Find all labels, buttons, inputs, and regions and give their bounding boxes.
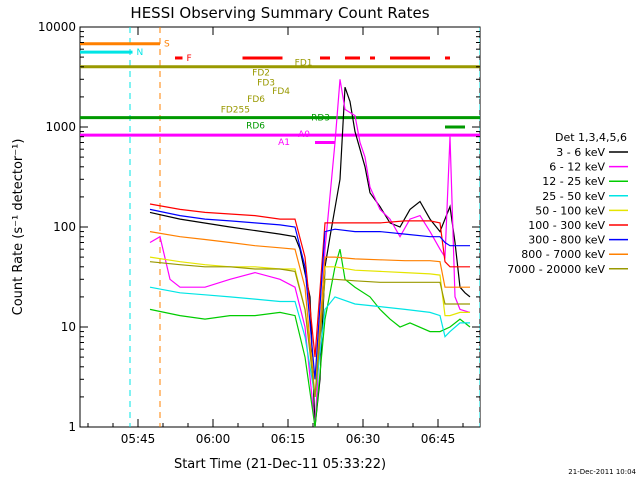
series-line [149, 249, 471, 427]
axes-layer: 05:45 06:00 06:15 06:30 06:45 1 10 100 1000 10000 [38, 20, 480, 446]
x-tick-label: 06:45 [421, 432, 456, 446]
series-line [149, 261, 470, 397]
flag-annotation: A0 [298, 130, 310, 140]
flag-annotation: RD3 [311, 114, 330, 124]
legend-entry-label: 3 - 6 keV [556, 146, 605, 159]
footer-timestamp: 21-Dec-2011 10:04 [568, 468, 636, 476]
series-layer [149, 79, 471, 427]
x-axis-label: Start Time (21-Dec-11 05:33:22) [174, 457, 386, 472]
chart-title: HESSI Observing Summary Count Rates [130, 4, 429, 22]
y-axis-label: Count Rate (s⁻¹ detector⁻¹) [11, 139, 26, 316]
flag-annotation: FD255 [221, 105, 250, 115]
x-tick-label: 06:00 [196, 432, 231, 446]
flag-annotation: FD2 [252, 69, 270, 79]
x-tick-label: 05:45 [121, 432, 156, 446]
legend-title: Det 1,3,4,5,6 [555, 131, 627, 144]
legend-entry-label: 12 - 25 keV [542, 175, 605, 188]
y-tick-label: 1 [68, 420, 76, 434]
series-line [149, 208, 470, 380]
series-line [149, 231, 470, 397]
flag-annotation: RD6 [246, 122, 265, 132]
flag-annotation: A1 [278, 138, 290, 148]
flag-bar-label: N [137, 48, 144, 58]
legend-entry-label: 100 - 300 keV [528, 219, 605, 232]
y-tick-label: 10 [61, 320, 76, 334]
flag-annotation: FD4 [272, 87, 290, 97]
flag-annotation: FD1 [295, 59, 313, 69]
flag-bar-label: F [187, 54, 192, 64]
y-tick-label: 1000 [45, 120, 76, 134]
x-tick-label: 06:30 [346, 432, 381, 446]
legend-entry-label: 7000 - 20000 keV [507, 263, 605, 276]
series-line [149, 286, 470, 397]
y-tick-label: 10000 [38, 20, 76, 34]
flag-bar-label: S [164, 40, 170, 50]
flag-annotation: FD3 [257, 78, 275, 88]
flag-annotation: FD6 [247, 95, 265, 105]
series-line [149, 203, 470, 358]
legend-entry-label: 6 - 12 keV [549, 161, 605, 174]
legend-entry-label: 25 - 50 keV [542, 190, 605, 203]
series-line [149, 87, 471, 427]
y-tick-label: 100 [53, 220, 76, 234]
legend-entry-label: 800 - 7000 keV [521, 248, 605, 261]
series-line [149, 79, 471, 427]
legend-entry-label: 50 - 100 keV [535, 204, 605, 217]
x-tick-label: 06:15 [271, 432, 306, 446]
legend-entry-label: 300 - 800 keV [528, 234, 605, 247]
